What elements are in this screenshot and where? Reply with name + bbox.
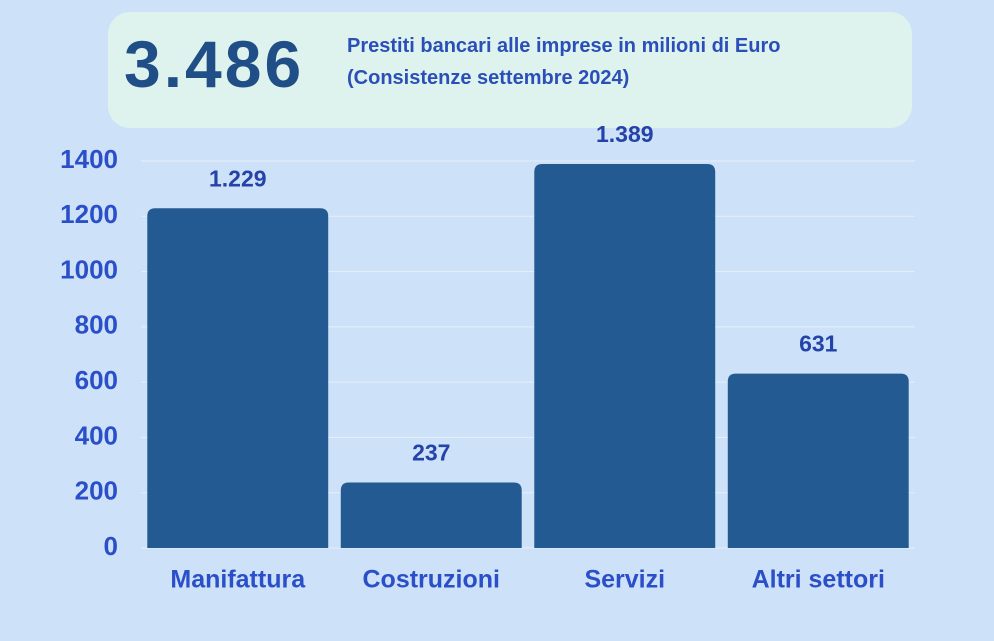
- value-label: 631: [799, 331, 838, 357]
- x-tick-label: Manifattura: [170, 566, 306, 594]
- chart-title: Prestiti bancari alle imprese in milioni…: [347, 35, 781, 89]
- y-tick-label: 400: [75, 420, 118, 450]
- value-label: 237: [412, 440, 450, 466]
- x-tick-label: Servizi: [584, 566, 665, 594]
- y-tick-label: 1400: [60, 144, 118, 174]
- bar: [534, 164, 716, 548]
- y-tick-label: 0: [104, 531, 118, 561]
- bar: [727, 373, 909, 548]
- bar: [340, 482, 522, 548]
- bar: [147, 208, 329, 548]
- y-tick-label: 200: [75, 476, 118, 506]
- y-tick-label: 1000: [60, 254, 118, 284]
- x-tick-label: Altri settori: [752, 566, 885, 594]
- y-tick-label: 1200: [60, 199, 118, 229]
- y-tick-label: 800: [75, 310, 118, 340]
- value-label: 1.389: [596, 121, 654, 147]
- y-tick-label: 600: [75, 365, 118, 395]
- value-label: 1.229: [209, 165, 267, 191]
- x-tick-label: Costruzioni: [363, 566, 501, 594]
- header-box: 3.486 Prestiti bancari alle imprese in m…: [108, 12, 912, 128]
- headline: 3.486: [124, 27, 305, 101]
